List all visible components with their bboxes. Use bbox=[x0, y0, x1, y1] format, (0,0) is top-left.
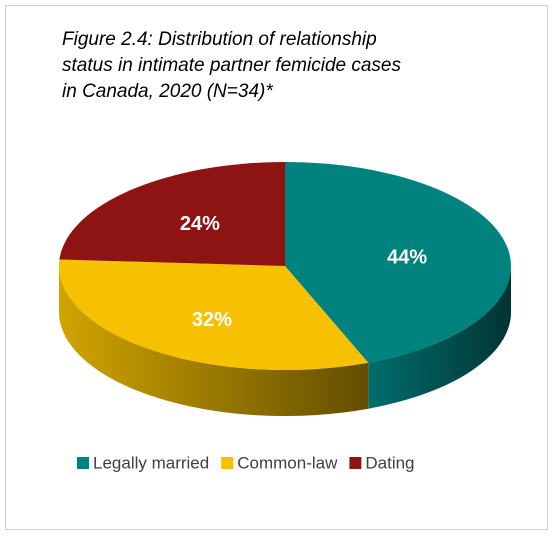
pie: 44% 32% 24% bbox=[58, 162, 512, 417]
chart-title: Figure 2.4: Distribution of relationship bbox=[62, 29, 377, 50]
legend-label: Dating bbox=[365, 453, 414, 472]
legend-label: Legally married bbox=[93, 453, 209, 472]
title: Figure 2.4: Distribution of relationship… bbox=[62, 29, 401, 102]
slice bbox=[58, 259, 369, 370]
legend-swatch bbox=[77, 457, 89, 469]
data-label: 44% bbox=[387, 247, 427, 269]
legend-swatch bbox=[221, 457, 234, 469]
slice bbox=[59, 162, 286, 266]
slice-side-shade bbox=[368, 266, 511, 409]
chart-title: in Canada, 2020 (N=34)* bbox=[62, 81, 273, 102]
legend: Legally married Common-law Dating bbox=[77, 453, 415, 472]
data-label: 32% bbox=[192, 309, 232, 331]
legend-label: Common-law bbox=[237, 453, 338, 472]
slice bbox=[285, 162, 512, 363]
legend-swatch bbox=[349, 457, 362, 469]
chart-title: status in intimate partner femicide case… bbox=[62, 55, 401, 76]
data-label: 24% bbox=[180, 213, 220, 235]
slice-side-shade bbox=[59, 266, 369, 417]
